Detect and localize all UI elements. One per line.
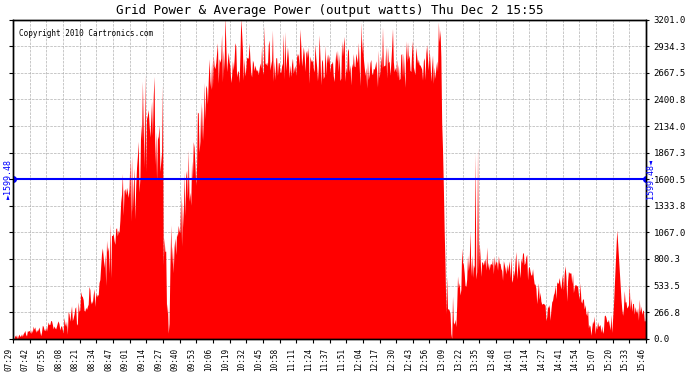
Title: Grid Power & Average Power (output watts) Thu Dec 2 15:55: Grid Power & Average Power (output watts… — [116, 4, 543, 17]
Text: ►1599.48: ►1599.48 — [4, 159, 13, 199]
Text: Copyright 2010 Cartronics.com: Copyright 2010 Cartronics.com — [19, 29, 154, 38]
Text: 1599.48◄: 1599.48◄ — [646, 159, 655, 199]
